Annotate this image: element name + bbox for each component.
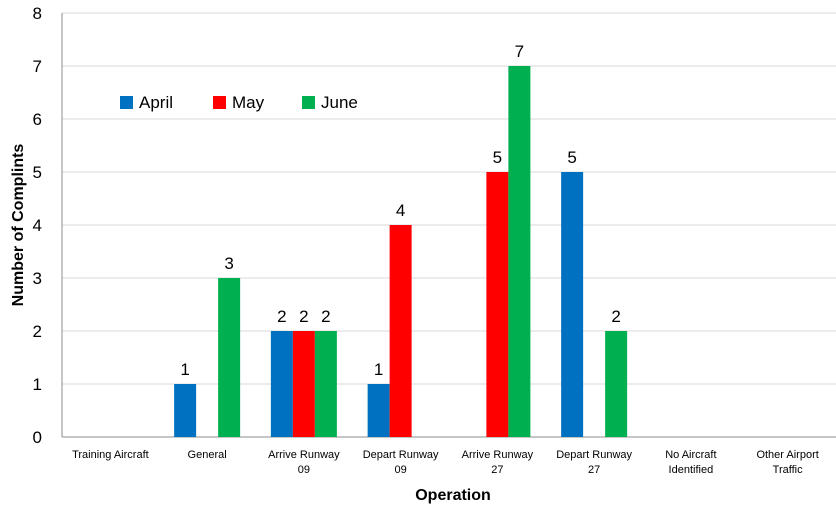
y-tick-label: 5: [33, 163, 42, 182]
bar: [605, 331, 628, 437]
data-label: 2: [299, 307, 308, 326]
bar: [270, 331, 293, 437]
y-tick-label: 7: [33, 57, 42, 76]
data-label: 1: [180, 360, 189, 379]
x-tick-label: General: [188, 449, 227, 461]
bar: [292, 331, 315, 437]
x-tick-label: Identified: [669, 464, 714, 476]
data-label: 5: [493, 148, 502, 167]
x-tick-label: Arrive Runway: [462, 449, 534, 461]
y-tick-label: 1: [33, 375, 42, 394]
x-tick-label: 09: [395, 464, 407, 476]
x-tick-label: Depart Runway: [363, 449, 439, 461]
x-tick-label: Arrive Runway: [268, 449, 340, 461]
bars: [174, 66, 628, 437]
x-tick-label: Other Airport: [756, 449, 818, 461]
x-tick-label: 27: [491, 464, 503, 476]
bar: [389, 225, 412, 437]
legend-swatch: [120, 96, 133, 109]
legend-label: April: [139, 93, 173, 112]
y-tick-label: 3: [33, 269, 42, 288]
legend-swatch: [302, 96, 315, 109]
legend-label: May: [232, 93, 265, 112]
data-label: 1: [374, 360, 383, 379]
data-label: 5: [567, 148, 576, 167]
bar: [486, 172, 509, 437]
y-tick-label: 6: [33, 110, 42, 129]
legend-swatch: [213, 96, 226, 109]
data-label: 7: [515, 42, 524, 61]
data-label: 2: [277, 307, 286, 326]
bar: [174, 384, 197, 437]
legend-label: June: [321, 93, 358, 112]
y-tick-label: 8: [33, 4, 42, 23]
y-tick-label: 4: [33, 216, 42, 235]
y-tick-labels: 0 1 2 3 4 5 6 7 8: [33, 4, 42, 447]
bar: [367, 384, 390, 437]
bar: [314, 331, 337, 437]
bar: [218, 278, 241, 437]
x-tick-labels: Training Aircraft General Arrive Runway 09 D…: [72, 449, 819, 476]
legend: April May June: [120, 93, 358, 112]
y-tick-label: 0: [33, 428, 42, 447]
y-axis-title: Number of Complints: [10, 144, 27, 307]
x-tick-label: 27: [588, 464, 600, 476]
x-axis-title: Operation: [415, 487, 491, 504]
x-tick-label: 09: [298, 464, 310, 476]
x-tick-label: No Aircraft: [665, 449, 716, 461]
data-label: 4: [396, 201, 405, 220]
gridlines: [61, 12, 836, 438]
x-tick-label: Traffic: [773, 464, 803, 476]
bar: [561, 172, 584, 437]
x-tick-label: Depart Runway: [556, 449, 632, 461]
data-label: 3: [224, 254, 233, 273]
bar: [508, 66, 531, 437]
data-label: 2: [611, 307, 620, 326]
data-label: 2: [321, 307, 330, 326]
y-tick-label: 2: [33, 322, 42, 341]
x-tick-label: Training Aircraft: [72, 449, 149, 461]
